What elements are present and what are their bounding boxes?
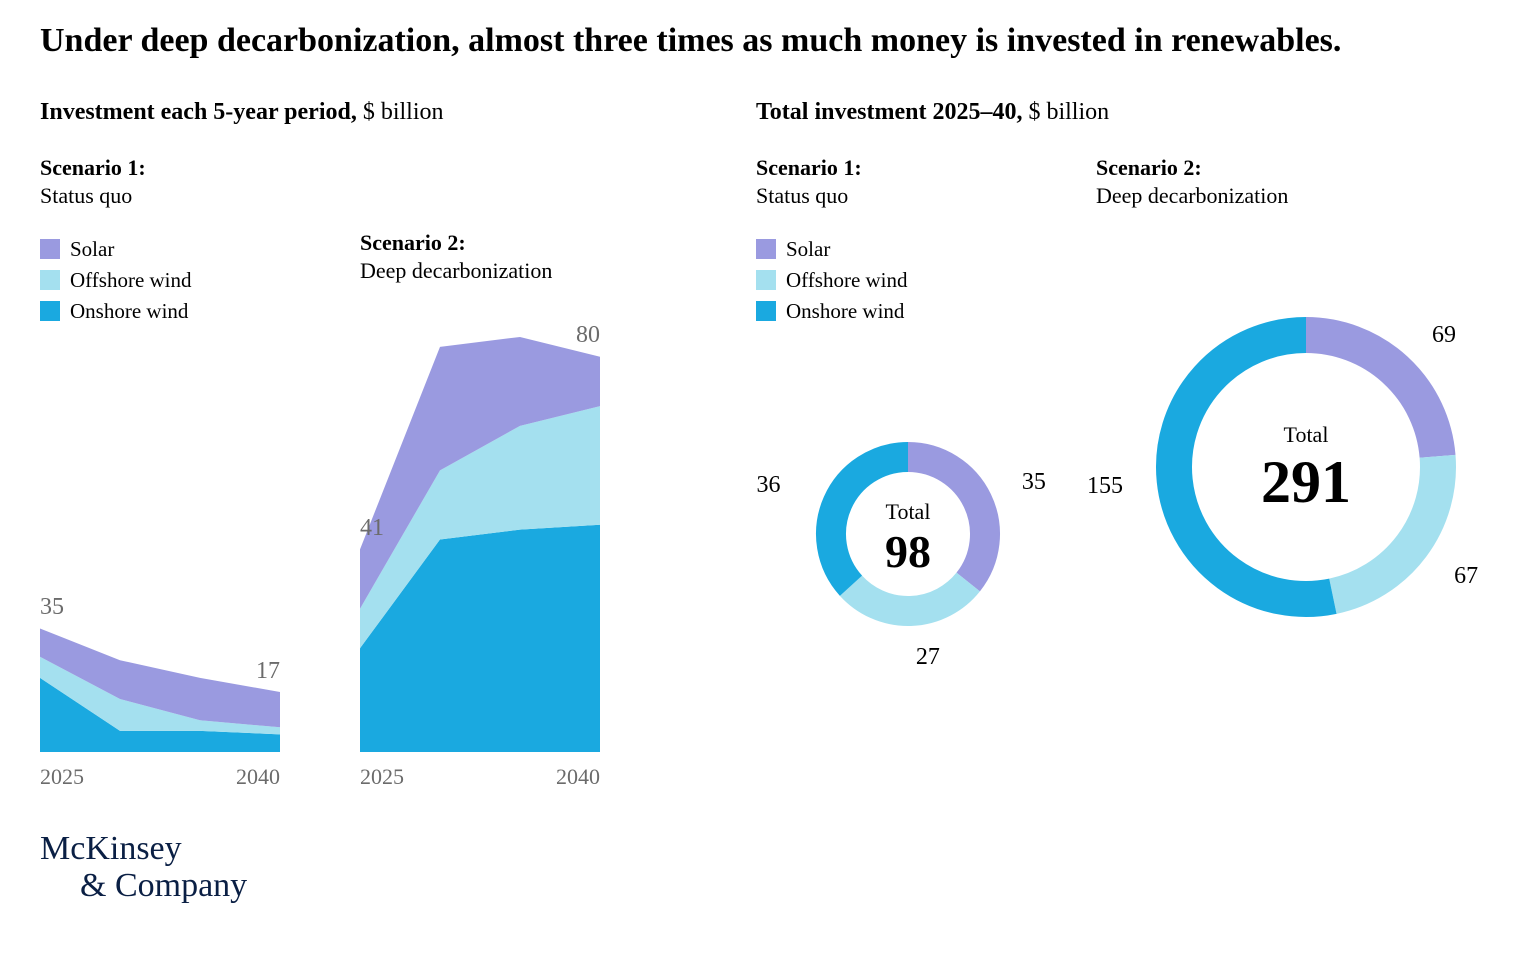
donut-ext-label-onshore: 155 [1087,473,1123,500]
legend-donut1: Solar Offshore wind Onshore wind [756,237,1036,324]
area-end-value: 80 [576,322,600,349]
x-end-1: 2040 [236,764,280,790]
section-donut-charts: Total investment 2025–40, $ billion Scen… [756,99,1496,790]
swatch-offshore [756,270,776,290]
swatch-solar [40,239,60,259]
donut1-header: Scenario 1: Status quo [756,154,1036,211]
swatch-solar [756,239,776,259]
donut-ext-label-offshore: 27 [916,644,940,671]
right-section-title: Total investment 2025–40, $ billion [756,99,1496,126]
donut-scenario1: Scenario 1: Status quo Solar Offshore wi… [756,154,1036,686]
donut-ext-label-onshore: 36 [756,472,780,499]
donut-ext-label-solar: 35 [1022,469,1046,496]
area-start-value: 35 [40,594,64,621]
scenario1-header: Scenario 1: Status quo [40,154,300,211]
donut-scenario2: Scenario 2: Deep decarbonization Total29… [1096,154,1496,677]
mckinsey-logo: McKinsey & Company [40,830,1496,905]
donut-center: Total291 [1236,422,1376,517]
section-area-charts: Investment each 5-year period, $ billion… [40,99,716,790]
swatch-offshore [40,270,60,290]
x-end-2: 2040 [556,764,600,790]
x-start-1: 2025 [40,764,84,790]
headline: Under deep decarbonization, almost three… [40,20,1440,63]
left-section-title: Investment each 5-year period, $ billion [40,99,716,126]
donut2-header: Scenario 2: Deep decarbonization [1096,154,1496,211]
area-chart-scenario1: Scenario 1: Status quo Solar Offshore wi… [40,154,300,790]
x-start-2: 2025 [360,764,404,790]
swatch-onshore [756,301,776,321]
donut-ext-label-offshore: 67 [1454,563,1478,590]
area-end-value: 17 [256,658,280,685]
donut-slice-offshore [851,582,968,611]
area-chart-scenario2: Scenario 2: Deep decarbonization 41 80 20… [360,229,640,790]
swatch-onshore [40,301,60,321]
area-start-value: 41 [360,515,384,542]
donut-center: Total98 [838,499,978,578]
donut-ext-label-solar: 69 [1432,322,1456,349]
legend-area1: Solar Offshore wind Onshore wind [40,237,300,324]
scenario2-header: Scenario 2: Deep decarbonization [360,229,640,286]
